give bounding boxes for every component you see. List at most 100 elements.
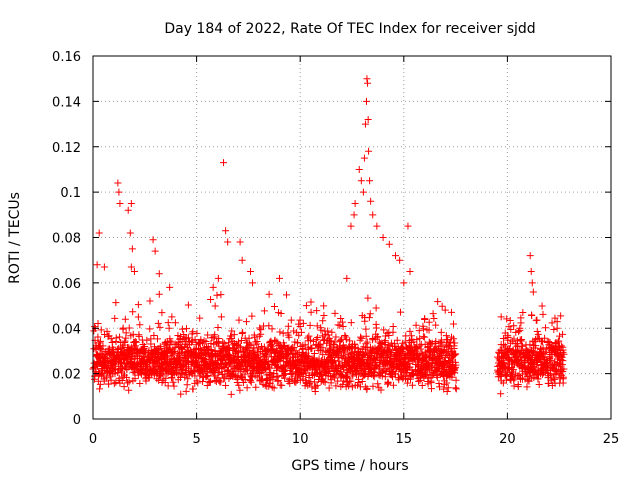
data-point xyxy=(535,380,543,388)
data-point xyxy=(261,381,269,389)
data-point xyxy=(395,376,403,384)
data-point xyxy=(212,351,220,359)
data-point xyxy=(114,179,122,187)
data-point xyxy=(506,317,514,325)
data-point xyxy=(276,328,284,336)
data-point xyxy=(183,325,191,333)
data-point xyxy=(150,332,158,340)
data-point xyxy=(421,333,429,341)
data-point xyxy=(392,252,400,260)
data-point xyxy=(177,390,185,398)
data-point xyxy=(297,328,305,336)
data-point xyxy=(278,381,286,389)
data-point xyxy=(306,321,314,329)
data-point xyxy=(357,177,365,185)
data-point xyxy=(320,377,328,385)
x-tick-labels: 0 5 10 15 20 25 xyxy=(89,432,619,447)
data-point xyxy=(207,295,215,303)
data-point xyxy=(206,378,214,386)
data-point xyxy=(338,318,346,326)
data-point xyxy=(451,351,459,359)
data-point xyxy=(319,344,327,352)
data-point xyxy=(518,336,526,344)
data-point xyxy=(246,340,254,348)
data-point xyxy=(314,333,322,341)
data-point xyxy=(279,329,287,337)
data-point xyxy=(389,322,397,330)
data-point xyxy=(131,338,139,346)
data-point xyxy=(316,340,324,348)
data-point xyxy=(284,322,292,330)
data-point xyxy=(204,331,212,339)
data-point xyxy=(554,337,562,345)
data-point xyxy=(251,333,259,341)
data-point xyxy=(265,364,273,372)
data-point xyxy=(100,263,108,271)
data-point xyxy=(238,256,246,264)
data-point xyxy=(419,333,427,341)
data-point xyxy=(331,374,339,382)
data-point xyxy=(496,369,504,377)
data-point xyxy=(219,338,227,346)
data-point xyxy=(112,299,120,307)
data-point xyxy=(119,364,127,372)
data-point xyxy=(351,199,359,207)
data-point xyxy=(374,333,382,341)
data-point xyxy=(224,339,232,347)
data-point xyxy=(510,335,518,343)
data-point xyxy=(252,383,260,391)
y-tick-label: 0.14 xyxy=(52,95,81,110)
data-point xyxy=(510,382,518,390)
data-point xyxy=(413,336,421,344)
data-point xyxy=(363,338,371,346)
data-point xyxy=(351,340,359,348)
data-point xyxy=(450,344,458,352)
data-point xyxy=(524,376,532,384)
data-point xyxy=(161,379,169,387)
data-point xyxy=(126,229,134,237)
data-point xyxy=(497,390,505,398)
data-point xyxy=(427,340,435,348)
data-point xyxy=(369,211,377,219)
data-point xyxy=(367,197,375,205)
data-point xyxy=(119,324,127,332)
x-tick-label: 0 xyxy=(89,432,97,447)
data-point xyxy=(107,335,115,343)
data-point xyxy=(189,385,197,393)
data-point xyxy=(326,344,334,352)
data-point xyxy=(412,321,420,329)
data-point xyxy=(357,333,365,341)
data-point xyxy=(422,352,430,360)
data-point xyxy=(249,279,257,287)
data-point xyxy=(184,375,192,383)
x-tick-label: 25 xyxy=(603,432,620,447)
data-point xyxy=(168,313,176,321)
data-point xyxy=(418,381,426,389)
data-point xyxy=(387,339,395,347)
data-point xyxy=(313,322,321,330)
data-point xyxy=(282,291,290,299)
data-point xyxy=(548,319,556,327)
data-point xyxy=(384,380,392,388)
data-point xyxy=(425,326,433,334)
data-point xyxy=(299,345,307,353)
data-point xyxy=(320,302,328,310)
data-point xyxy=(307,336,315,344)
data-point xyxy=(91,323,99,331)
data-point xyxy=(354,375,362,383)
y-tick-label: 0.1 xyxy=(60,186,81,201)
data-point xyxy=(171,319,179,327)
data-point xyxy=(365,147,373,155)
data-point xyxy=(227,390,235,398)
data-point xyxy=(448,373,456,381)
data-point xyxy=(266,380,274,388)
data-point xyxy=(379,234,387,241)
data-point xyxy=(286,380,294,388)
data-point xyxy=(184,334,192,342)
data-point xyxy=(116,333,124,341)
data-point xyxy=(334,377,342,385)
data-point xyxy=(542,324,550,332)
data-point xyxy=(94,333,102,341)
data-point xyxy=(135,332,143,340)
data-point xyxy=(164,382,172,390)
